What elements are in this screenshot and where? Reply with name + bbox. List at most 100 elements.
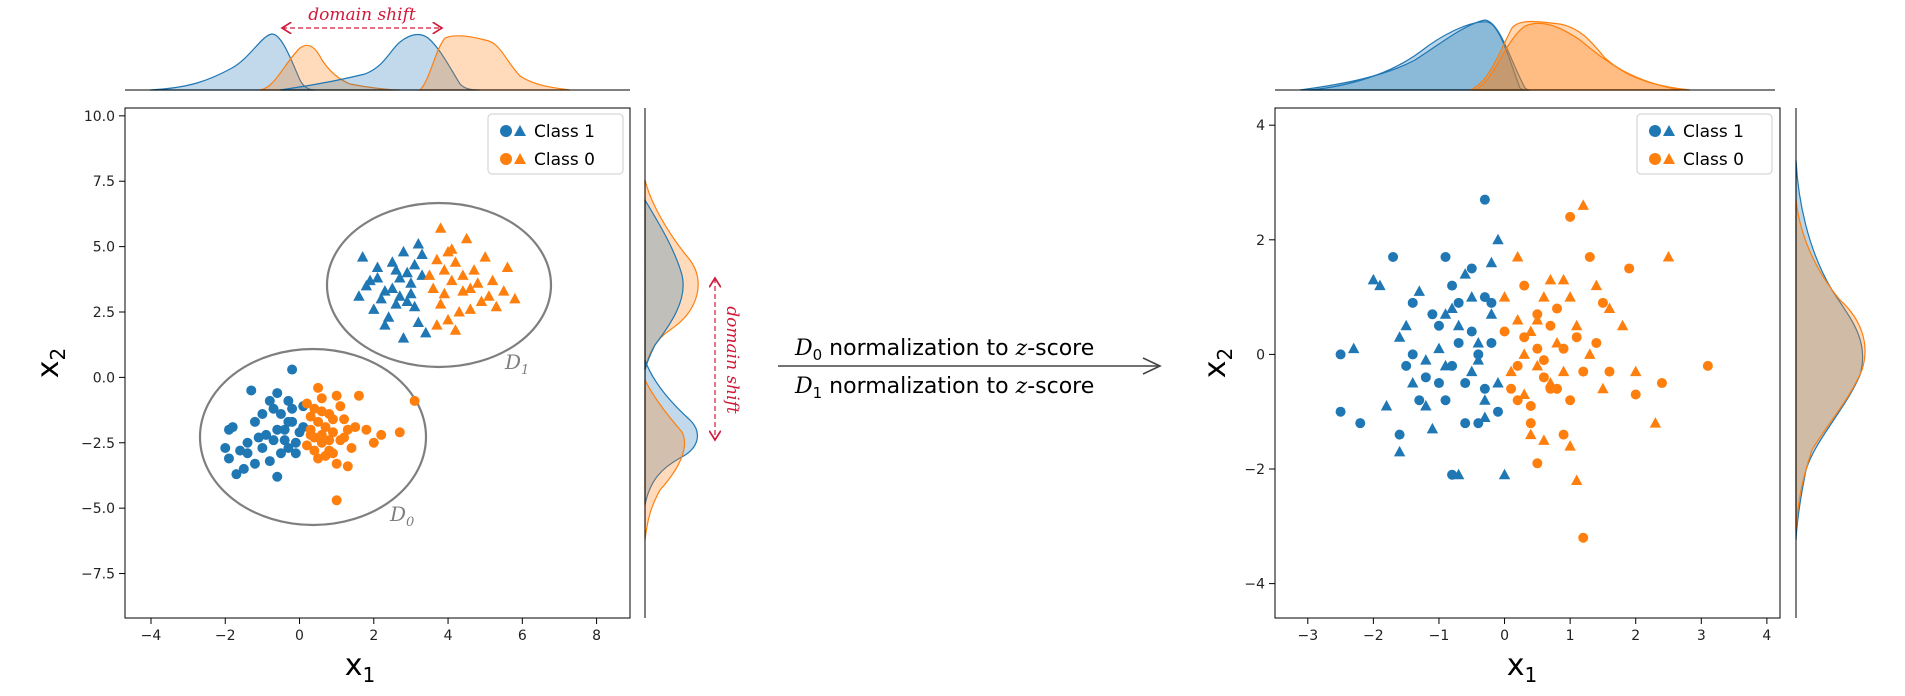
right-point-class1-d1 <box>1479 394 1491 405</box>
right-point-class0-d0 <box>1538 372 1549 383</box>
left-point-class1-d0 <box>242 437 253 448</box>
left-point-class0-d0 <box>327 448 338 459</box>
left-point-class0-d0 <box>313 416 324 427</box>
right-legend-class0-circle <box>1649 153 1661 165</box>
right-y-tick-label: 0 <box>1256 347 1265 363</box>
left-point-class0-d1 <box>427 282 439 293</box>
right-point-class1-d1 <box>1439 359 1452 371</box>
right-point-class1-d1 <box>1374 279 1386 291</box>
right-point-class0-d0 <box>1597 297 1608 308</box>
left-point-class0-d1 <box>472 277 484 288</box>
left-point-class1-d1 <box>408 300 421 312</box>
left-point-class0-d1 <box>438 287 451 299</box>
left-point-class1-d1 <box>394 290 406 301</box>
left-ellipse-d0 <box>198 347 428 527</box>
right-point-class1-d0 <box>1486 297 1497 308</box>
left-point-class0-d0 <box>346 443 357 453</box>
left-point-class1-d0 <box>223 453 234 464</box>
left-point-class1-d1 <box>416 269 428 280</box>
left-y-tick-label: 10.0 <box>84 109 115 125</box>
left-point-class0-d1 <box>479 251 491 262</box>
left-point-class1-d0 <box>272 388 283 399</box>
left-legend-class1-circle <box>500 125 512 137</box>
right-point-class1-d0 <box>1479 383 1490 394</box>
left-point-class1-d0 <box>238 463 249 474</box>
left-point-class0-d0 <box>409 395 420 406</box>
left-point-class1-d1 <box>401 266 413 278</box>
left-point-class1-d1 <box>379 319 391 330</box>
left-right-kde-class1-d1 <box>644 197 684 371</box>
left-y-tick-label: −5.0 <box>81 501 115 517</box>
domain-shift-top-label: domain shift <box>308 5 416 25</box>
right-y-ticks: 4 2 0 −2 −4 <box>1244 118 1275 593</box>
left-point-class1-d1 <box>356 251 369 262</box>
left-point-class1-d0 <box>249 458 260 469</box>
left-point-class1-d0 <box>220 443 231 453</box>
right-right-marginal <box>1795 108 1866 618</box>
right-x-ticks: −3 −2 −1 0 1 2 3 4 <box>1297 618 1771 644</box>
left-point-class0-d1 <box>498 285 510 296</box>
right-point-class0-d1 <box>1597 382 1609 394</box>
right-point-class0-d1 <box>1564 291 1576 302</box>
right-point-class1-d1 <box>1380 399 1393 411</box>
left-point-class0-d0 <box>305 411 316 422</box>
left-scatter-points <box>220 222 521 506</box>
left-y-tick-label: 5.0 <box>93 240 115 256</box>
right-x-tick-label: 4 <box>1762 628 1771 644</box>
left-point-class0-d1 <box>453 306 465 317</box>
left-point-class0-d0 <box>339 414 350 425</box>
right-point-class1-d0 <box>1433 378 1444 389</box>
left-point-class1-d0 <box>272 424 283 435</box>
left-point-class1-d1 <box>420 326 432 338</box>
left-point-class0-d1 <box>475 295 488 307</box>
left-domain-shift-top: domain shift <box>282 5 442 28</box>
left-point-class0-d0 <box>316 429 327 440</box>
right-y-tick-label: 4 <box>1256 118 1265 134</box>
right-top-kde-class1-b <box>1299 19 1530 91</box>
left-point-class0-d1 <box>442 313 454 325</box>
left-y-tick-label: 2.5 <box>93 305 115 321</box>
right-point-class0-d1 <box>1538 434 1550 445</box>
left-y-ticks: 10.0 7.5 5.0 2.5 0.0 −2.5 −5.0 −7.5 <box>81 109 125 583</box>
right-point-class1-d0 <box>1460 378 1471 389</box>
right-point-class1-d0 <box>1335 406 1346 417</box>
right-point-class1-d0 <box>1388 251 1399 262</box>
left-point-class1-d1 <box>408 258 421 270</box>
right-point-class0-d1 <box>1511 250 1524 262</box>
left-ellipse-d1 <box>325 201 553 369</box>
right-point-class1-d1 <box>1479 411 1491 422</box>
right-point-class0-d0 <box>1624 263 1635 274</box>
left-point-class1-d1 <box>390 298 402 309</box>
left-point-class1-d0 <box>283 443 294 453</box>
right-point-class0-d0 <box>1591 337 1602 348</box>
right-point-class1-d0 <box>1401 360 1412 371</box>
right-legend-class1-label: Class 1 <box>1683 122 1744 142</box>
right-point-class1-d1 <box>1472 336 1485 348</box>
left-point-class1-d0 <box>242 448 253 459</box>
right-point-class0-d1 <box>1590 279 1603 291</box>
left-point-class1-d1 <box>405 277 417 288</box>
left-top-kde-class0-d1 <box>418 35 571 91</box>
right-y-axis-label: x2 <box>1198 348 1237 379</box>
right-point-class0-d0 <box>1656 378 1667 389</box>
left-point-class0-d0 <box>324 435 335 446</box>
left-d0-label: D0 <box>389 502 414 530</box>
left-point-class0-d0 <box>394 427 405 438</box>
right-legend-class1-triangle <box>1663 125 1675 136</box>
right-top-kde-class0-b <box>1474 22 1681 91</box>
left-x-axis-label: x1 <box>345 648 376 687</box>
left-point-class1-d1 <box>386 282 399 293</box>
right-point-class0-d0 <box>1578 366 1589 377</box>
right-point-class1-d1 <box>1492 377 1504 388</box>
left-point-class0-d0 <box>368 437 379 448</box>
left-point-class1-d0 <box>268 403 279 414</box>
left-point-class0-d0 <box>313 382 324 393</box>
right-point-class1-d1 <box>1485 308 1498 319</box>
left-point-class1-d1 <box>360 279 373 291</box>
left-point-class1-d0 <box>290 448 301 459</box>
left-point-class0-d1 <box>438 264 451 275</box>
left-point-class1-d0 <box>249 416 260 427</box>
right-point-class0-d0 <box>1506 383 1517 394</box>
left-point-class0-d1 <box>464 303 477 314</box>
left-point-class1-d0 <box>223 424 234 435</box>
